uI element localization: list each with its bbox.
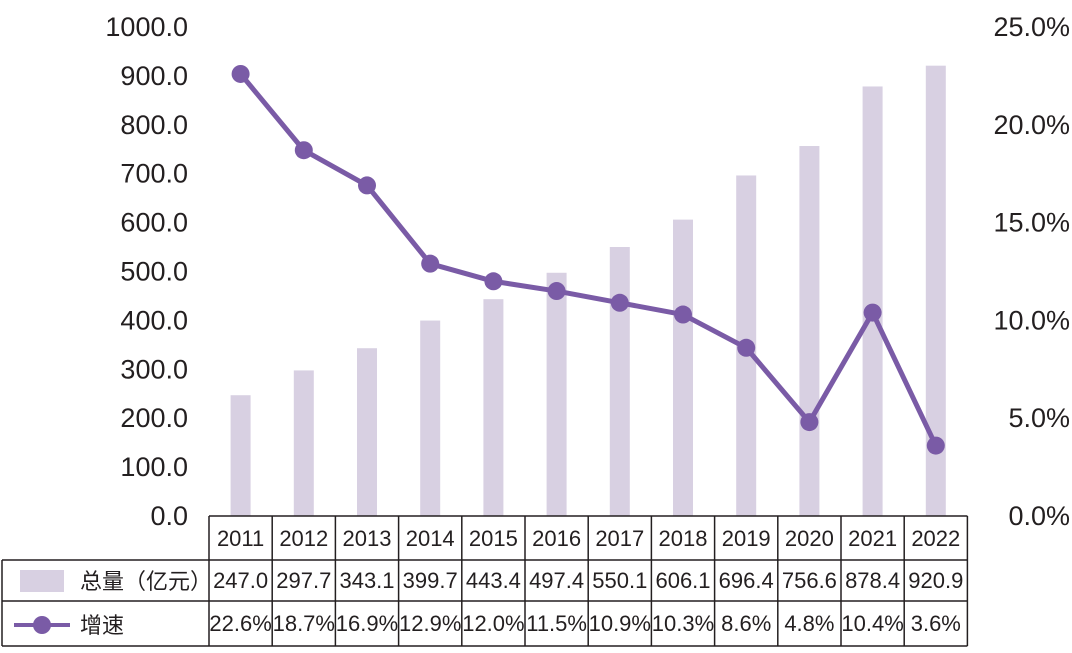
legend-bar-label: 总量（亿元） xyxy=(80,569,212,594)
bar-2014 xyxy=(420,320,441,516)
table-year-label: 2022 xyxy=(911,526,960,551)
table-total-value: 696.4 xyxy=(719,568,774,593)
bar-2017 xyxy=(609,247,630,516)
table-growth-value: 16.9% xyxy=(336,611,398,636)
bar-2016 xyxy=(546,272,567,516)
growth-point-2022 xyxy=(926,436,945,455)
growth-point-2017 xyxy=(610,293,629,312)
table-total-value: 443.4 xyxy=(466,568,521,593)
growth-line xyxy=(238,72,939,447)
table-total-value: 247.0 xyxy=(213,568,268,593)
table-year-label: 2013 xyxy=(343,526,392,551)
left-axis-tick-label: 300.0 xyxy=(120,354,188,384)
table-growth-value: 10.3% xyxy=(652,611,714,636)
table-growth-value: 18.7% xyxy=(273,611,335,636)
growth-point-2018 xyxy=(674,305,692,324)
bar-2021 xyxy=(862,86,883,516)
left-axis-tick-label: 800.0 xyxy=(120,110,188,140)
left-axis-tick-label: 100.0 xyxy=(120,452,188,482)
right-axis-tick-label: 5.0% xyxy=(1008,403,1070,433)
table-year-label: 2012 xyxy=(279,526,328,551)
table-year-label: 2014 xyxy=(406,526,455,551)
table-year-label: 2016 xyxy=(532,526,581,551)
data-table: 2011 2012 2013 2014 2015 2016 2017 2018 2019 2020… xyxy=(1,515,969,647)
left-axis-tick-label: 700.0 xyxy=(120,159,188,189)
bar-2022 xyxy=(925,65,946,516)
table-total-value: 878.4 xyxy=(845,568,900,593)
table-year-label: 2011 xyxy=(217,526,264,551)
growth-point-2013 xyxy=(358,176,376,195)
bar-2020 xyxy=(799,146,820,517)
table-growth-value: 11.5% xyxy=(526,611,587,636)
table-growth-value: 4.8% xyxy=(784,611,834,636)
right-axis-tick-label: 10.0% xyxy=(993,305,1070,335)
growth-point-2011 xyxy=(231,64,250,83)
left-axis-tick-label: 900.0 xyxy=(120,61,188,91)
right-axis-tick-label: 20.0% xyxy=(993,110,1070,140)
table-total-value: 550.1 xyxy=(592,568,647,593)
left-axis-tick-label: 600.0 xyxy=(120,208,188,238)
right-axis-tick-label: 15.0% xyxy=(993,208,1070,238)
table-year-label: 2015 xyxy=(469,526,518,551)
growth-point-2012 xyxy=(294,141,313,160)
legend-line-marker xyxy=(33,616,51,634)
table-year-label: 2018 xyxy=(659,526,708,551)
table-total-value: 297.7 xyxy=(276,568,331,593)
growth-point-2014 xyxy=(421,254,440,273)
bar-2013 xyxy=(357,348,377,516)
table-total-value: 497.4 xyxy=(529,568,584,593)
growth-point-2020 xyxy=(800,413,819,432)
bar-2018 xyxy=(673,219,693,516)
right-axis-tick-label: 25.0% xyxy=(993,12,1070,42)
table-growth-value: 12.0% xyxy=(462,611,524,636)
left-axis-tick-label: 1000.0 xyxy=(105,12,188,42)
table-year-label: 2021 xyxy=(848,526,897,551)
left-axis-tick-label: 200.0 xyxy=(120,403,188,433)
table-year-label: 2019 xyxy=(722,526,771,551)
left-axis-tick-label: 400.0 xyxy=(120,305,188,335)
table-growth-value: 22.6% xyxy=(209,611,271,636)
growth-point-2019 xyxy=(737,338,756,357)
table-growth-value: 10.4% xyxy=(841,611,903,636)
bar-2012 xyxy=(293,370,314,516)
right-axis: 0.0% 5.0% 10.0% 15.0% 20.0% 25.0% xyxy=(993,12,1070,531)
table-total-value: 920.9 xyxy=(908,568,963,593)
growth-point-2016 xyxy=(547,282,566,301)
right-axis-tick-label: 0.0% xyxy=(1008,501,1070,531)
legend-line-label: 增速 xyxy=(80,613,124,638)
legend-bar-swatch xyxy=(20,570,64,592)
table-total-value: 606.1 xyxy=(655,568,710,593)
bar-2015 xyxy=(483,299,504,516)
left-axis-tick-label: 0.0 xyxy=(150,501,188,531)
table-growth-value: 8.6% xyxy=(721,611,771,636)
table-growth-value: 12.9% xyxy=(399,611,461,636)
table-growth-value: 3.6% xyxy=(911,611,961,636)
table-total-value: 399.7 xyxy=(403,568,458,593)
growth-point-2021 xyxy=(863,303,882,322)
table-year-label: 2020 xyxy=(785,526,834,551)
left-axis: 0.0 100.0 200.0 300.0 400.0 500.0 600.0 700.0 80… xyxy=(105,12,188,531)
growth-line-layer xyxy=(231,64,945,455)
bars-layer xyxy=(230,65,946,517)
bar-2011 xyxy=(230,395,251,516)
left-axis-tick-label: 500.0 xyxy=(120,257,188,287)
table-growth-value: 10.9% xyxy=(589,611,651,636)
table-total-value: 756.6 xyxy=(782,568,837,593)
table-year-label: 2017 xyxy=(595,526,644,551)
growth-point-2015 xyxy=(484,272,503,291)
table-total-value: 343.1 xyxy=(339,568,394,593)
